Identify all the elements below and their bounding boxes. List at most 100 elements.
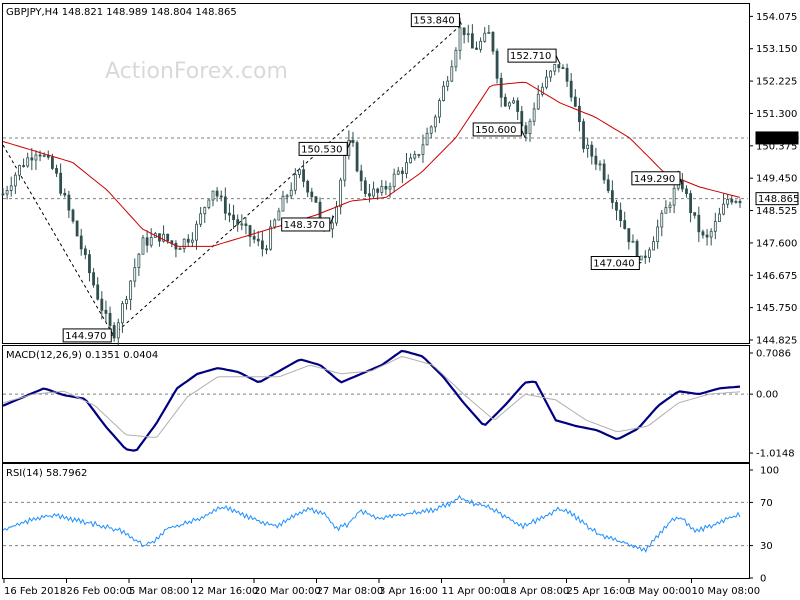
price-axis-label: 154.075	[756, 12, 797, 23]
candle-body	[495, 50, 499, 79]
candle-body	[491, 31, 495, 52]
price-axis-label: 152.225	[756, 77, 797, 88]
candle-body	[573, 96, 577, 107]
candle-body	[602, 163, 606, 181]
rsi-axis-label: 30	[760, 541, 773, 552]
candle-body	[421, 144, 425, 155]
price-badge	[755, 192, 799, 206]
candle-body	[141, 237, 145, 255]
candle-body	[483, 32, 487, 42]
candle-body	[368, 193, 371, 197]
candle-body	[380, 185, 384, 193]
candle-body	[232, 214, 235, 221]
candle-body	[211, 190, 215, 201]
price-panel-frame	[2, 3, 750, 344]
candle-body	[680, 179, 684, 190]
callout-box	[62, 328, 112, 343]
candle-body	[55, 167, 58, 174]
price-axis-label: 153.150	[756, 44, 797, 55]
candle-body	[549, 70, 553, 78]
candle-body	[59, 172, 63, 194]
candle-body	[34, 154, 38, 161]
candle-body	[512, 100, 515, 104]
candle-body	[425, 132, 429, 146]
candle-body	[318, 201, 322, 221]
time-axis-label: 25 Apr 16:00	[567, 586, 632, 597]
candle-body	[116, 322, 120, 339]
time-axis-label: 10 May 08:00	[692, 586, 761, 597]
candle-body	[438, 100, 441, 118]
callout-label: 147.040	[593, 259, 634, 270]
time-axis-label: 18 Apr 08:00	[504, 586, 569, 597]
candle-body	[302, 169, 305, 182]
watermark: ActionForex.com	[105, 59, 288, 84]
candle-body	[277, 210, 281, 221]
candle-body	[442, 85, 445, 101]
candle-body	[713, 221, 717, 232]
macd-panel-frame	[2, 345, 750, 463]
candle-body	[536, 93, 540, 110]
candle-body	[88, 254, 91, 274]
price-axis-label: 151.300	[756, 109, 797, 120]
rsi-panel: 100 70 30 0	[2, 466, 779, 585]
candle-body	[392, 173, 396, 188]
callout-box	[410, 13, 460, 28]
candle-body	[149, 236, 153, 246]
candle-body	[256, 238, 260, 242]
callout-leader	[555, 55, 561, 65]
callout-leader	[346, 140, 352, 150]
callout-box	[631, 171, 681, 186]
candle-body	[75, 220, 79, 237]
candle-body	[190, 239, 194, 243]
candle-body	[223, 196, 227, 214]
callout-box	[472, 122, 522, 137]
candle-body	[125, 299, 128, 305]
candle-body	[248, 225, 252, 237]
candle-body	[195, 223, 198, 241]
macd-panel: 0.7086 0.00 -1.0148	[2, 348, 795, 460]
candle-body	[598, 163, 602, 166]
candle-body	[450, 66, 454, 82]
candle-body	[372, 188, 375, 197]
candle-body	[586, 144, 590, 149]
candle-body	[199, 213, 203, 225]
candle-body	[178, 248, 182, 250]
candle-body	[400, 170, 404, 174]
candle-body	[343, 155, 347, 181]
macd-title: MACD(12,26,9) 0.1351 0.0404	[6, 350, 158, 361]
candle-body	[454, 49, 458, 68]
callout-label: 150.600	[475, 125, 516, 136]
candle-body	[228, 212, 231, 216]
price-badge-label: 150.600	[758, 133, 799, 144]
candle-body	[660, 212, 664, 228]
candle-body	[79, 235, 83, 250]
candle-body	[351, 139, 355, 144]
candle-body	[701, 231, 705, 236]
candle-body	[458, 27, 462, 51]
candle-body	[100, 298, 104, 311]
candle-body	[71, 209, 75, 222]
candle-body	[42, 154, 46, 157]
candle-body	[619, 209, 622, 221]
candle-body	[265, 248, 268, 251]
time-axis-label: 3 May 00:00	[629, 586, 691, 597]
candle-body	[730, 198, 734, 203]
price-axis-label: 148.525	[756, 206, 797, 217]
candle-body	[384, 185, 388, 190]
candle-body	[479, 40, 483, 50]
candle-body	[516, 100, 520, 112]
candle-body	[487, 31, 491, 34]
callout-label: 150.530	[301, 144, 342, 155]
candle-body	[9, 185, 13, 191]
candle-body	[240, 223, 244, 226]
candle-body	[18, 165, 21, 176]
rsi-title: RSI(14) 58.7962	[6, 468, 87, 479]
candle-body	[298, 169, 301, 175]
candle-body	[557, 64, 561, 69]
candle-body	[565, 67, 569, 82]
candle-body	[63, 192, 67, 196]
candle-body	[388, 186, 392, 190]
candle-body	[203, 206, 207, 215]
candle-body	[252, 236, 256, 240]
